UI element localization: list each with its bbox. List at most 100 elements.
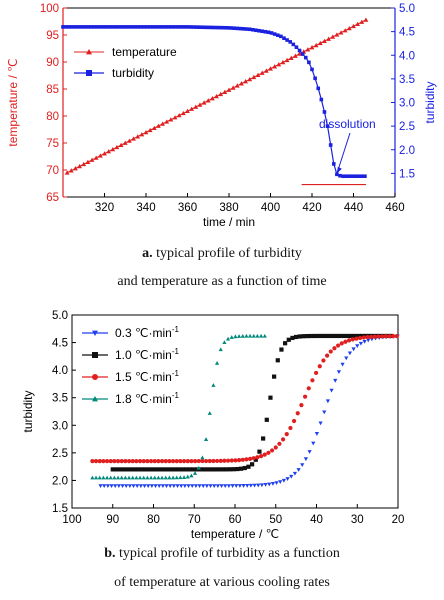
series-1-point	[358, 341, 364, 346]
turbidity-point	[263, 29, 268, 34]
series-4-point	[262, 333, 267, 338]
turbidity-point	[135, 25, 140, 29]
series-4-point	[181, 475, 187, 479]
series-3-point	[350, 337, 355, 342]
series-1-point	[336, 370, 342, 374]
temperature-point	[139, 132, 145, 137]
series-3-point	[214, 458, 220, 464]
series-1-point	[182, 484, 187, 489]
series-1-point	[252, 483, 257, 488]
legend-series-2-superscript: -1	[172, 347, 180, 356]
caption-a-text1: typical profile of turbidity	[156, 246, 302, 261]
series-3-point	[134, 459, 139, 464]
series-3-point	[130, 459, 135, 464]
series-3-point	[335, 343, 341, 348]
temperature-point	[127, 138, 132, 143]
series-4-point	[174, 475, 179, 480]
series-2-point	[206, 467, 211, 472]
caption-b-line1: b. typical profile of turbidity as a fun…	[0, 546, 444, 562]
chart-b-xtick-label: 100	[62, 514, 81, 526]
series-3-point	[288, 425, 293, 431]
turbidity-point	[341, 174, 345, 179]
series-2-point	[154, 467, 159, 472]
series-3-point	[284, 432, 289, 437]
turbidity-point	[157, 25, 162, 29]
series-2-point	[132, 467, 137, 472]
series-3-point	[394, 333, 399, 339]
chart-a-xtick-label: 400	[261, 202, 280, 214]
turbidity-point	[288, 40, 293, 44]
turbidity-point	[123, 25, 128, 29]
temperature-point	[284, 57, 290, 63]
temperature-point	[168, 117, 174, 122]
turbidity-point	[266, 30, 271, 35]
series-2-point	[165, 467, 170, 472]
series-4-point	[170, 475, 176, 480]
series-3-point	[167, 459, 172, 464]
series-2-point	[257, 449, 262, 454]
turbidity-point	[170, 25, 174, 29]
series-1-point	[190, 484, 195, 489]
series-1-point	[98, 484, 103, 489]
series-3-point	[365, 335, 370, 340]
turbidity-point	[316, 86, 321, 91]
series-2-point	[345, 333, 350, 339]
series-2-point	[187, 467, 192, 472]
temperature-point	[147, 127, 153, 133]
turbidity-point	[160, 25, 165, 29]
series-2-point	[290, 335, 295, 341]
chart-b-xtick-label: 60	[229, 514, 242, 526]
temperature-point	[102, 151, 107, 156]
chart-b-xtick-label: 20	[392, 514, 405, 526]
temperature-point	[185, 108, 190, 114]
temperature-point	[193, 104, 199, 109]
series-3-point	[380, 334, 385, 339]
temperature-point	[317, 40, 323, 46]
series-3-point	[302, 394, 308, 399]
legend-series-3-superscript: -1	[172, 369, 180, 378]
series-2-point	[349, 333, 354, 339]
series-1-point	[285, 477, 290, 481]
temperature-point	[355, 21, 361, 27]
series-1-point	[292, 471, 298, 476]
series-2-point	[220, 467, 225, 472]
series-2-point	[184, 467, 189, 472]
turbidity-point	[338, 173, 342, 178]
turbidity-point	[254, 28, 258, 33]
series-2-point	[147, 467, 152, 472]
turbidity-point	[98, 25, 103, 29]
turbidity-point	[313, 76, 317, 81]
series-2-point	[150, 467, 156, 472]
legend-series-1-superscript: -1	[172, 325, 180, 334]
legend-series-3-label: 1.5 ℃·min-1	[115, 369, 179, 384]
series-2-point	[202, 467, 207, 472]
series-3-point	[93, 459, 99, 464]
chart-a-ytick-label: 95	[46, 30, 59, 42]
turbidity-point	[151, 25, 156, 29]
series-1-point	[267, 482, 272, 487]
temperature-point	[131, 136, 136, 141]
series-4-point	[236, 334, 242, 338]
series-3-point	[280, 437, 286, 442]
series-1-point	[157, 484, 162, 489]
turbidity-point	[117, 25, 121, 29]
series-4-point	[137, 475, 143, 480]
series-4-point	[251, 333, 256, 338]
temperature-point	[351, 23, 356, 29]
turbidity-point	[229, 26, 233, 30]
turbidity-point	[73, 25, 78, 29]
series-4-point	[244, 333, 249, 338]
temperature-point	[255, 72, 261, 77]
turbidity-point	[142, 25, 146, 29]
temperature-point	[197, 102, 203, 107]
temperature-point	[297, 51, 302, 56]
temperature-point	[251, 74, 257, 80]
temperature-point	[93, 155, 99, 160]
turbidity-point	[129, 25, 134, 29]
series-4-point	[126, 475, 132, 480]
turbidity-point	[120, 25, 124, 29]
series-1-point	[314, 432, 320, 436]
turbidity-point	[188, 25, 193, 29]
series-3-point	[299, 402, 304, 408]
